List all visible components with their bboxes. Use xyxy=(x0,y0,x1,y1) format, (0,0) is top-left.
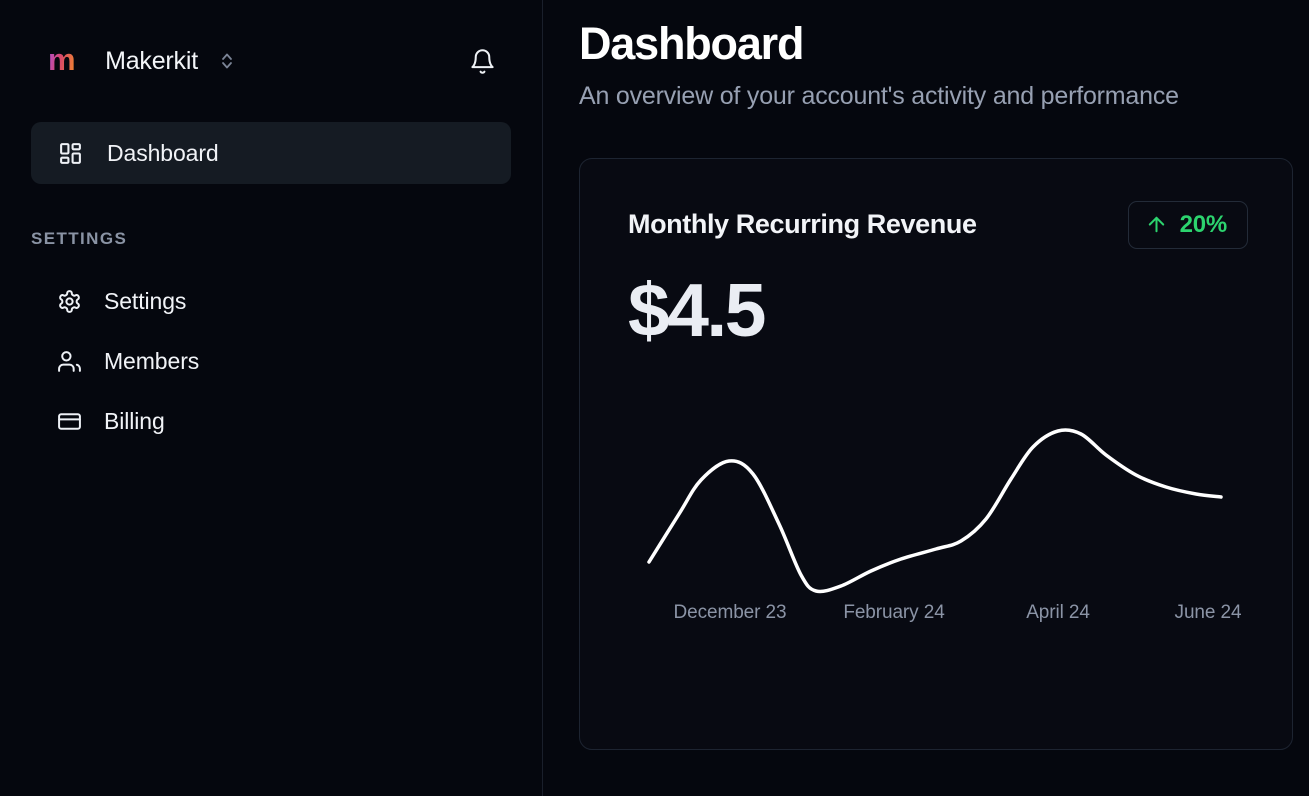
sidebar-nav-primary: Dashboard xyxy=(0,122,542,184)
sidebar-item-billing[interactable]: Billing xyxy=(31,391,511,451)
sidebar-header: m Makerkit xyxy=(0,0,542,122)
trend-value: 20% xyxy=(1179,210,1228,238)
mrr-card: Monthly Recurring Revenue 20% $4.5 xyxy=(579,157,1294,750)
mrr-value: $4.5 xyxy=(628,267,766,352)
sidebar-nav-settings: Settings Members xyxy=(0,271,542,451)
makerkit-logo-icon: m xyxy=(48,42,76,77)
layout-dashboard-icon xyxy=(57,140,83,166)
bell-icon xyxy=(470,48,494,74)
sidebar-item-label: Dashboard xyxy=(107,139,219,166)
arrow-up-icon xyxy=(1145,213,1168,236)
sidebar-item-label: Members xyxy=(104,347,200,374)
main-content: Dashboard An overview of your account's … xyxy=(543,0,1309,796)
sidebar-item-members[interactable]: Members xyxy=(31,331,511,391)
chart-line-series xyxy=(647,427,1223,593)
chart-x-axis: December 23 February 24 April 24 June 24 xyxy=(580,602,1294,632)
sidebar-item-settings[interactable]: Settings xyxy=(31,271,511,331)
sidebar-item-label: Billing xyxy=(104,407,165,434)
chart-x-tick: February 24 xyxy=(843,601,945,623)
trend-badge[interactable]: 20% xyxy=(1127,200,1248,249)
mrr-card-title: Monthly Recurring Revenue xyxy=(628,209,977,240)
sidebar-item-label: Settings xyxy=(104,287,187,314)
credit-card-icon xyxy=(56,408,82,434)
mrr-chart-svg xyxy=(647,427,1223,593)
sidebar-section-settings-title: SETTINGS xyxy=(31,229,128,248)
users-icon xyxy=(56,348,82,374)
workspace-name: Makerkit xyxy=(105,46,198,75)
page-title: Dashboard xyxy=(579,18,804,69)
chevrons-up-down-icon xyxy=(220,51,234,71)
sidebar-item-dashboard[interactable]: Dashboard xyxy=(31,122,511,184)
chart-x-tick: April 24 xyxy=(1026,601,1090,623)
mrr-card-header: Monthly Recurring Revenue 20% xyxy=(628,200,1248,249)
sidebar: m Makerkit xyxy=(0,0,543,796)
chart-x-tick: June 24 xyxy=(1174,601,1242,623)
chart-x-tick: December 23 xyxy=(673,601,787,623)
notifications-button[interactable] xyxy=(462,41,502,81)
gear-icon xyxy=(56,288,82,314)
mrr-chart: December 23 February 24 April 24 June 24 xyxy=(580,406,1294,641)
workspace-switcher[interactable]: m Makerkit xyxy=(48,44,234,78)
page-subtitle: An overview of your account's activity a… xyxy=(579,81,1179,110)
